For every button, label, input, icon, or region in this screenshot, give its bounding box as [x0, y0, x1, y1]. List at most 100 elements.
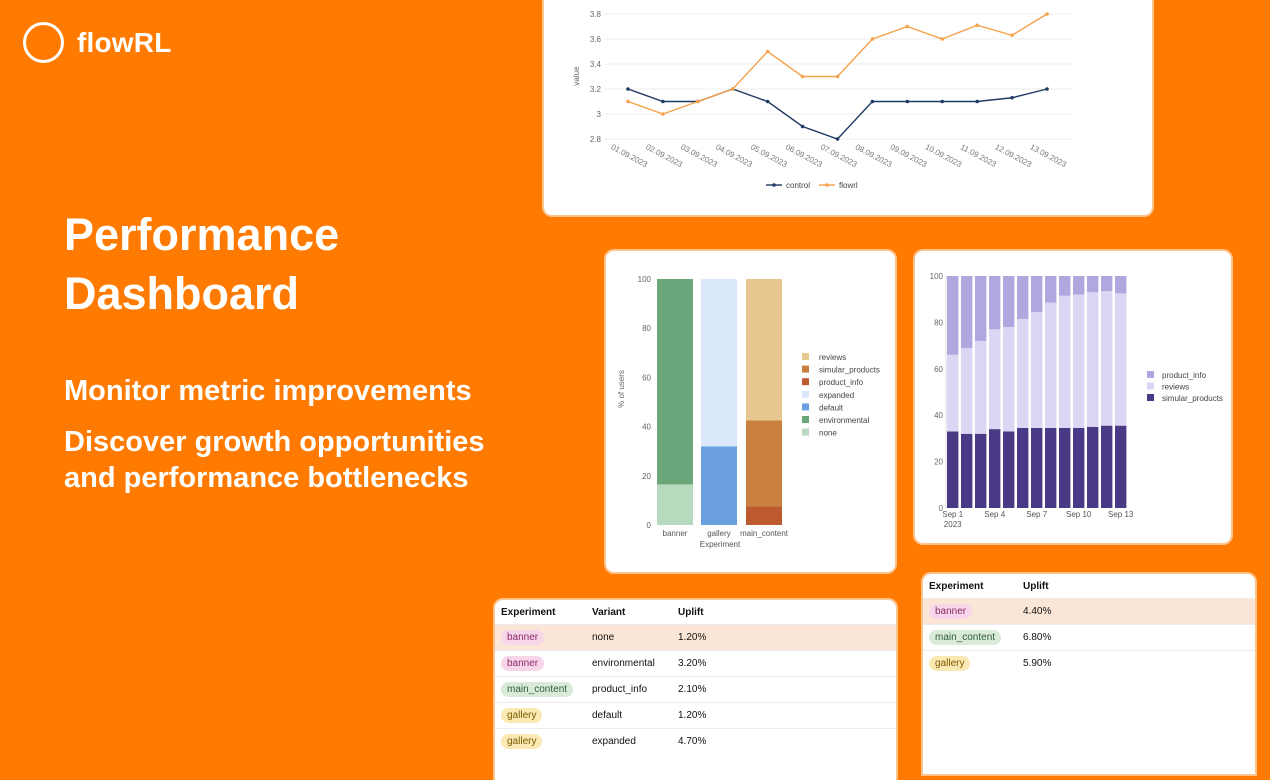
bar-segment-simular_products: [1045, 427, 1057, 508]
bar-segment-simular_products: [975, 433, 987, 508]
bar-segment-reviews: [1101, 291, 1113, 426]
table-row[interactable]: gallery default 1.20%: [495, 702, 896, 729]
bar-segment-simular_products: [1017, 427, 1029, 508]
legend-swatch-reviews: [802, 353, 809, 360]
tagline-monitor: Monitor metric improvements: [64, 375, 472, 407]
cell-uplift: 4.40%: [1017, 598, 1255, 625]
legend-marker-flowrl: [825, 183, 829, 187]
table-row[interactable]: banner none 1.20%: [495, 624, 896, 651]
bar-segment-simular_products: [989, 429, 1001, 508]
bar-segment-reviews: [1045, 302, 1057, 428]
x-tick-label: Sep 10: [1066, 510, 1092, 519]
bar-segment-reviews: [1073, 294, 1085, 428]
y-tick-label: 40: [934, 411, 943, 420]
header-variant[interactable]: Variant: [592, 606, 626, 618]
variant-uplift-table-card: Experiment Variant Uplift banner none 1.20…: [495, 600, 896, 780]
table-row[interactable]: gallery 5.90%: [923, 650, 1255, 676]
table-row[interactable]: main_content 6.80%: [923, 624, 1255, 651]
cell-experiment: banner: [495, 650, 586, 677]
bar-segment-product_info: [947, 276, 959, 355]
bar-segment-main_content-simular_products: [746, 420, 782, 507]
bar-segment-simular_products: [1115, 425, 1127, 508]
legend-label-control: control: [786, 181, 810, 190]
header-uplift[interactable]: Uplift: [1023, 580, 1049, 592]
legend-label-flowrl: flowrl: [839, 181, 858, 190]
data-point-control: [870, 99, 875, 104]
experiment-bar-chart-card: 0 20 40 60 80 100 % of users banner gallery main_…: [606, 251, 895, 572]
bar-segment-gallery-default: [701, 446, 737, 525]
y-tick-label: 100: [638, 275, 652, 284]
data-point-flowrl: [870, 37, 875, 41]
bar-segment-product_info: [1115, 276, 1127, 294]
cell-variant: expanded: [586, 728, 672, 754]
legend-swatch-simular_products: [802, 365, 809, 373]
x-tick-label: 03.09.2023: [679, 142, 719, 169]
y-tick-label: 3.4: [590, 60, 602, 69]
x-tick-label: 07.09.2023: [819, 142, 859, 169]
legend-label-expanded: expanded: [819, 391, 854, 400]
experiment-badge: banner: [501, 630, 545, 645]
data-point-flowrl: [730, 87, 735, 91]
bar-segment-simular_products: [1101, 425, 1113, 508]
bar-segment-product_info: [1101, 276, 1113, 292]
bar-segment-product_info: [961, 276, 973, 348]
data-point-flowrl: [800, 74, 805, 79]
daily-bar-chart-card: 0 20 40 60 80 100 Sep 1 2023 Sep 4 Sep 7 Sep 10 Sep…: [915, 251, 1231, 543]
legend-swatch-simular_products: [1147, 394, 1154, 401]
variant-uplift-table: Experiment Variant Uplift banner none 1.20…: [495, 600, 896, 754]
bar-segment-simular_products: [1031, 427, 1043, 508]
brand-logo[interactable]: flowRL: [23, 22, 172, 63]
y-tick-label: 3.8: [590, 10, 602, 19]
bar-segment-simular_products: [1087, 426, 1099, 508]
data-point-flowrl: [905, 24, 910, 29]
experiment-badge: banner: [501, 656, 545, 671]
y-axis-label: % of users: [617, 370, 626, 408]
bar-segment-product_info: [975, 276, 987, 341]
cell-uplift: 1.20%: [672, 624, 896, 651]
table-row[interactable]: banner 4.40%: [923, 598, 1255, 625]
x-axis-label: Experiment: [700, 540, 741, 549]
x-tick-label: 06.09.2023: [784, 142, 824, 169]
bar-segment-product_info: [989, 276, 1001, 330]
cell-experiment: gallery: [495, 702, 586, 729]
data-point-control: [905, 99, 910, 104]
bar-segment-reviews: [947, 354, 959, 432]
table-row[interactable]: main_content product_info 2.10%: [495, 676, 896, 703]
y-tick-label: 0: [647, 521, 652, 530]
bar-segment-reviews: [1031, 311, 1043, 428]
line-chart: 2.8 3 3.2 3.4 3.6 3.8 value 01.09.202302.09.202…: [572, 10, 1072, 190]
bar-segment-reviews: [1003, 327, 1015, 432]
cell-uplift: 5.90%: [1017, 650, 1255, 676]
bar-segment-gallery-expanded: [701, 279, 737, 447]
table-row[interactable]: gallery expanded 4.70%: [495, 728, 896, 754]
table-row[interactable]: banner environmental 3.20%: [495, 650, 896, 677]
bar-segment-reviews: [961, 347, 973, 434]
data-point-control: [940, 99, 945, 104]
x-tick-label: Sep 1: [942, 510, 963, 519]
tagline-discover: Discover growth opportunities and perfor…: [64, 426, 485, 494]
data-point-control: [661, 99, 665, 104]
bar-segment-reviews: [1059, 295, 1071, 428]
logo-circle-icon: [23, 22, 64, 63]
table-header-row: Experiment Uplift: [923, 574, 1255, 599]
data-point-control: [835, 137, 840, 141]
x-tick-label: 05.09.2023: [749, 142, 789, 169]
x-tick-label: 10.09.2023: [924, 142, 964, 169]
bar-segment-simular_products: [1059, 427, 1071, 508]
bar-segment-simular_products: [961, 433, 973, 508]
legend-marker-control: [772, 183, 776, 187]
data-point-control: [1010, 95, 1014, 100]
y-tick-label: 80: [642, 324, 651, 333]
legend-label-product_info: product_info: [819, 378, 864, 387]
data-point-flowrl: [765, 49, 770, 54]
header-experiment[interactable]: Experiment: [929, 580, 984, 592]
cell-experiment: main_content: [495, 676, 586, 703]
header-experiment[interactable]: Experiment: [501, 606, 556, 618]
data-point-control: [800, 124, 805, 129]
x-tick-label: 01.09.2023: [609, 142, 649, 169]
bar-segment-banner-none: [657, 484, 693, 525]
legend-swatch-environmental: [802, 416, 809, 423]
experiment-badge: gallery: [501, 708, 543, 723]
header-uplift[interactable]: Uplift: [678, 606, 704, 618]
